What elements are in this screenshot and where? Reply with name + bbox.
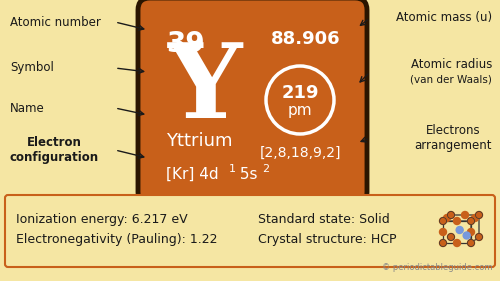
Circle shape <box>454 217 460 225</box>
Circle shape <box>462 212 468 219</box>
Circle shape <box>468 217 474 225</box>
Text: 219: 219 <box>281 84 319 102</box>
Text: [2,8,18,9,2]: [2,8,18,9,2] <box>260 146 341 160</box>
Text: 5s: 5s <box>235 167 258 182</box>
Circle shape <box>468 228 474 235</box>
FancyBboxPatch shape <box>138 0 367 204</box>
Circle shape <box>448 234 454 241</box>
Circle shape <box>476 234 482 241</box>
Circle shape <box>444 214 450 221</box>
Text: Electron
configuration: Electron configuration <box>10 136 99 164</box>
Text: pm: pm <box>288 103 312 117</box>
Text: Electronegativity (Pauling): 1.22: Electronegativity (Pauling): 1.22 <box>16 233 218 246</box>
Text: Ionization energy: 6.217 eV: Ionization energy: 6.217 eV <box>16 213 188 226</box>
Text: Name: Name <box>10 101 45 114</box>
Text: 88.906: 88.906 <box>272 30 341 48</box>
Circle shape <box>440 239 446 246</box>
Circle shape <box>463 232 470 239</box>
Circle shape <box>440 228 446 235</box>
Text: Yttrium: Yttrium <box>166 132 232 150</box>
Text: Atomic number: Atomic number <box>10 15 101 28</box>
Text: Atomic radius: Atomic radius <box>410 58 492 71</box>
Text: [Kr] 4d: [Kr] 4d <box>166 167 218 182</box>
Circle shape <box>456 226 463 234</box>
Circle shape <box>454 239 460 246</box>
Circle shape <box>476 212 482 219</box>
Circle shape <box>468 239 474 246</box>
Circle shape <box>472 214 478 221</box>
FancyBboxPatch shape <box>5 195 495 267</box>
Text: 1: 1 <box>229 164 236 174</box>
Text: 39: 39 <box>166 30 204 58</box>
Text: Symbol: Symbol <box>10 62 54 74</box>
Text: Crystal structure: HCP: Crystal structure: HCP <box>258 233 396 246</box>
Circle shape <box>448 212 454 219</box>
Text: Standard state: Solid: Standard state: Solid <box>258 213 390 226</box>
Text: Electrons
arrangement: Electrons arrangement <box>414 124 492 152</box>
Text: Y: Y <box>168 38 242 140</box>
Text: © periodictableguide.com: © periodictableguide.com <box>382 263 492 272</box>
Text: (van der Waals): (van der Waals) <box>410 75 492 85</box>
Text: 2: 2 <box>262 164 269 174</box>
Text: Atomic mass (u): Atomic mass (u) <box>396 12 492 24</box>
Circle shape <box>440 217 446 225</box>
